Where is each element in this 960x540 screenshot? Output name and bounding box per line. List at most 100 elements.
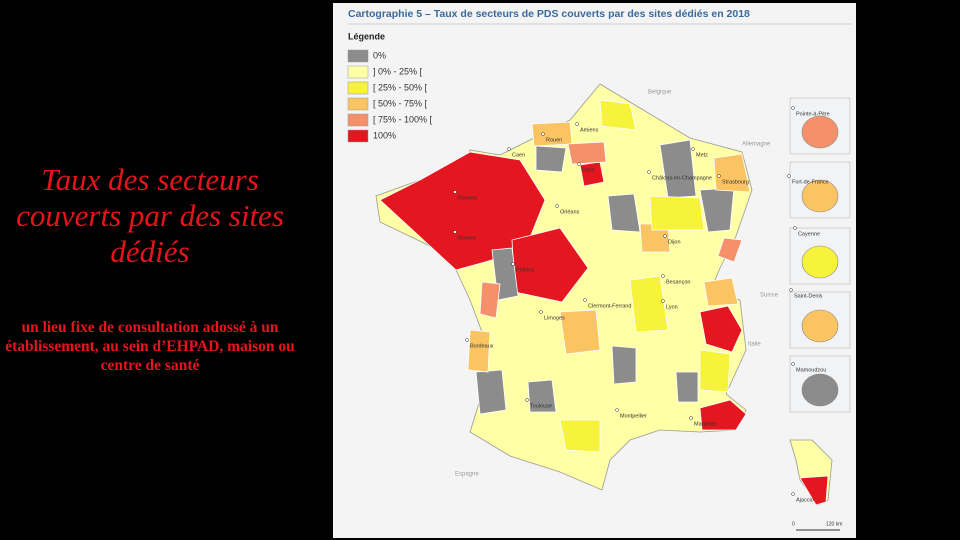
city-label: Montpellier: [620, 413, 647, 419]
city-dot: [615, 408, 619, 412]
city-label: Strasbourg: [722, 179, 749, 185]
country-label: Suisse: [760, 293, 779, 299]
city-label: Pointe-à-Pitre: [796, 111, 830, 117]
inset-island: [801, 309, 839, 343]
city-dot: [663, 234, 667, 238]
slide-title: Taux des secteurs couverts par des sites…: [16, 162, 284, 269]
inset-island: [801, 245, 839, 279]
slide-subtitle: un lieu fixe de consultation adossé à un…: [5, 319, 295, 374]
inset-island: [801, 373, 839, 407]
city-label: Nantes: [458, 235, 476, 241]
country-label: Espagne: [455, 472, 479, 478]
city-dot: [539, 310, 543, 314]
city-label: Paris: [582, 167, 595, 173]
city-label: Amiens: [580, 127, 599, 133]
legend-swatch: [347, 129, 369, 143]
area: [607, 193, 641, 233]
map-title: Cartographie 5 – Taux de secteurs de PDS…: [348, 8, 750, 20]
area: [675, 371, 699, 403]
inset-island: [801, 115, 839, 149]
area: [479, 281, 501, 319]
city-dot: [577, 162, 581, 166]
city-dot: [791, 362, 795, 366]
city-dot: [691, 147, 695, 151]
scale-label: 0: [792, 521, 795, 527]
legend-swatch: [347, 97, 369, 111]
city-label: Mamoudzou: [796, 367, 826, 373]
legend-label: [ 75% - 100% [: [373, 114, 433, 124]
city-dot: [793, 226, 797, 230]
city-dot: [689, 416, 693, 420]
area: [799, 475, 829, 506]
city-label: Ajaccio: [796, 497, 814, 503]
area: [559, 419, 601, 453]
city-dot: [647, 170, 651, 174]
legend-label: 100%: [373, 130, 396, 140]
country-label: Italie: [748, 342, 761, 348]
legend-swatch: [347, 49, 369, 63]
city-label: Metz: [696, 152, 708, 158]
city-dot: [465, 338, 469, 342]
area: [559, 309, 601, 355]
city-dot: [787, 174, 791, 178]
city-label: Limoges: [544, 315, 565, 321]
legend-swatch: [347, 65, 369, 79]
area: [467, 329, 491, 373]
area: [475, 369, 507, 415]
city-label: Poitiers: [516, 267, 535, 273]
area: [713, 153, 751, 193]
city-label: Bordeaux: [470, 343, 494, 349]
area: [629, 275, 669, 333]
legend-label: [ 50% - 75% [: [373, 98, 428, 108]
country-label: Belgique: [648, 90, 672, 96]
city-label: Marseille: [694, 421, 716, 427]
city-dot: [453, 230, 457, 234]
area: [659, 139, 697, 199]
area: [599, 99, 637, 131]
city-label: Châlons-en-Champagne: [652, 175, 712, 181]
city-dot: [453, 190, 457, 194]
city-dot: [525, 398, 529, 402]
city-label: Orléans: [560, 209, 580, 215]
city-label: Fort-de-France: [792, 179, 829, 185]
area: [717, 237, 743, 263]
city-dot: [583, 298, 587, 302]
city-label: Dijon: [668, 239, 681, 245]
city-dot: [717, 174, 721, 178]
city-dot: [575, 122, 579, 126]
area: [579, 161, 605, 187]
area: [699, 349, 731, 393]
city-label: Caen: [512, 152, 525, 158]
area: [527, 379, 557, 413]
area: [611, 345, 637, 385]
area: [379, 151, 546, 271]
legend-title: Légende: [348, 31, 385, 41]
city-dot: [555, 204, 559, 208]
city-dot: [791, 106, 795, 110]
area: [703, 277, 739, 307]
city-dot: [507, 147, 511, 151]
city-dot: [661, 299, 665, 303]
legend-swatch: [347, 81, 369, 95]
area: [649, 195, 705, 231]
inset-island: [801, 179, 839, 213]
area: [699, 399, 747, 431]
city-dot: [789, 288, 793, 292]
area: [567, 141, 607, 165]
city-dot: [541, 132, 545, 136]
city-label: Clermont-Ferrand: [588, 303, 631, 309]
scale-label: 120 km: [826, 521, 842, 527]
city-label: Rennes: [458, 195, 477, 201]
city-label: Besançon: [666, 279, 690, 285]
city-label: Lyon: [666, 304, 678, 310]
area: [535, 145, 567, 173]
legend-swatch: [347, 113, 369, 127]
city-label: Cayenne: [798, 231, 820, 237]
city-dot: [661, 274, 665, 278]
map: Cartographie 5 – Taux de secteurs de PDS…: [333, 3, 856, 538]
city-dot: [511, 262, 515, 266]
legend-label: [ 25% - 50% [: [373, 82, 428, 92]
city-dot: [791, 492, 795, 496]
area: [699, 305, 743, 353]
